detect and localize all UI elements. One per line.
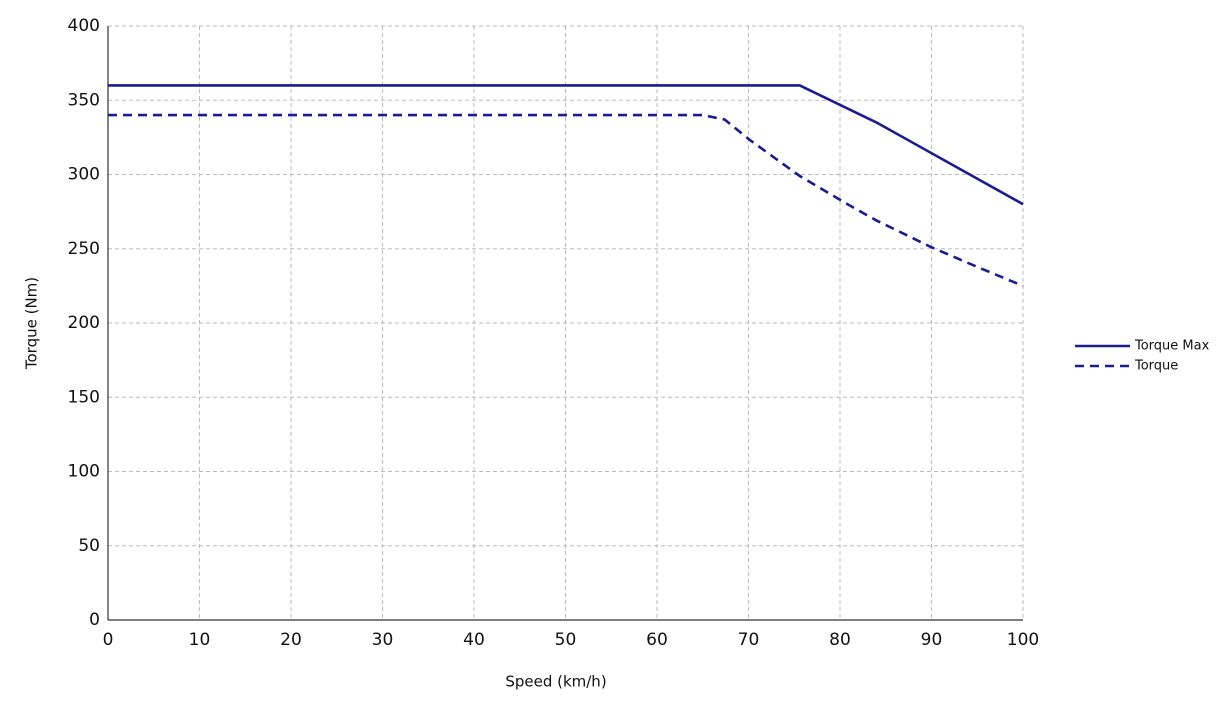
x-tick-label: 30 (372, 630, 394, 650)
y-tick-label: 0 (89, 610, 100, 630)
y-tick-label: 200 (68, 313, 100, 333)
x-tick-label: 10 (189, 630, 211, 650)
legend-label: Torque Max (1134, 339, 1210, 354)
legend-label: Torque (1134, 359, 1178, 374)
x-tick-label: 90 (921, 630, 943, 650)
y-tick-label: 50 (78, 536, 100, 556)
y-axis-title: Torque (Nm) (23, 277, 41, 370)
line (108, 113, 1024, 288)
x-tick-label: 100 (1007, 630, 1039, 650)
x-tick-label: 40 (463, 630, 485, 650)
x-tick-label: 60 (646, 630, 668, 650)
y-tick-label: 250 (68, 239, 100, 259)
y-tick-label: 150 (68, 387, 100, 407)
x-tick-label: 80 (829, 630, 851, 650)
x-axis-title: Speed (km/h) (505, 673, 606, 691)
y-tick-label: 400 (68, 16, 100, 36)
x-tick-label: 70 (738, 630, 760, 650)
y-tick-label: 100 (68, 462, 100, 482)
line (108, 84, 1024, 206)
x-tick-label: 20 (280, 630, 302, 650)
y-tick-label: 350 (68, 90, 100, 110)
y-tick-label: 300 (68, 165, 100, 185)
x-tick-label: 50 (555, 630, 577, 650)
x-tick-label: 0 (103, 630, 114, 650)
